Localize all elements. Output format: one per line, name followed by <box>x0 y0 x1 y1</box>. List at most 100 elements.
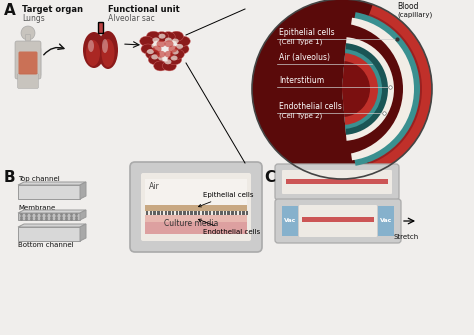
Ellipse shape <box>147 49 154 54</box>
Text: Vac: Vac <box>380 218 392 223</box>
Wedge shape <box>342 49 382 129</box>
Ellipse shape <box>164 51 173 58</box>
Wedge shape <box>342 14 422 164</box>
Ellipse shape <box>155 32 169 42</box>
Text: A: A <box>4 3 16 18</box>
Text: Lungs: Lungs <box>22 14 45 23</box>
Bar <box>179 211 182 214</box>
Text: Interstitium: Interstitium <box>279 76 324 85</box>
Bar <box>172 211 174 214</box>
Ellipse shape <box>164 59 172 64</box>
Wedge shape <box>342 12 420 166</box>
Polygon shape <box>18 210 86 213</box>
Ellipse shape <box>168 46 177 53</box>
Text: Membrane: Membrane <box>18 205 55 211</box>
Ellipse shape <box>170 49 184 59</box>
Ellipse shape <box>156 40 165 47</box>
FancyBboxPatch shape <box>18 52 37 74</box>
Bar <box>198 211 201 214</box>
Bar <box>194 211 197 214</box>
Ellipse shape <box>168 55 182 65</box>
FancyBboxPatch shape <box>36 48 41 76</box>
Text: Endothelial cells: Endothelial cells <box>199 219 260 236</box>
FancyBboxPatch shape <box>282 170 392 194</box>
Circle shape <box>252 0 432 179</box>
Ellipse shape <box>83 32 105 68</box>
Text: Blood: Blood <box>397 2 419 11</box>
FancyBboxPatch shape <box>18 185 80 199</box>
Ellipse shape <box>172 50 179 55</box>
Ellipse shape <box>158 34 165 39</box>
Bar <box>145 214 247 221</box>
Bar <box>228 211 230 214</box>
Bar <box>378 206 394 236</box>
Bar <box>282 206 298 236</box>
Bar <box>183 211 185 214</box>
Bar <box>246 211 248 214</box>
Bar <box>150 211 152 214</box>
Ellipse shape <box>148 55 162 65</box>
Bar <box>209 211 211 214</box>
Ellipse shape <box>176 44 183 49</box>
Bar <box>302 217 374 222</box>
Bar <box>286 179 388 184</box>
Ellipse shape <box>165 38 172 43</box>
Wedge shape <box>342 18 414 160</box>
Ellipse shape <box>146 31 161 41</box>
FancyBboxPatch shape <box>18 213 80 220</box>
Bar <box>191 211 193 214</box>
Text: Air (alveolus): Air (alveolus) <box>279 53 330 62</box>
Bar <box>176 211 178 214</box>
FancyBboxPatch shape <box>275 199 401 243</box>
Bar <box>213 211 215 214</box>
Text: Endothelial cells: Endothelial cells <box>279 102 342 111</box>
Ellipse shape <box>102 39 108 53</box>
FancyBboxPatch shape <box>99 22 103 34</box>
FancyBboxPatch shape <box>18 227 80 241</box>
Ellipse shape <box>140 36 154 46</box>
Ellipse shape <box>172 39 179 44</box>
Text: Epithelial cells: Epithelial cells <box>199 192 254 207</box>
Text: Top channel: Top channel <box>18 176 60 182</box>
Bar <box>201 211 204 214</box>
FancyBboxPatch shape <box>141 173 251 241</box>
Polygon shape <box>18 182 86 185</box>
Polygon shape <box>18 224 86 227</box>
Bar <box>161 211 164 214</box>
Ellipse shape <box>146 49 160 59</box>
Ellipse shape <box>88 40 94 52</box>
Ellipse shape <box>153 38 159 43</box>
Circle shape <box>271 23 403 155</box>
Wedge shape <box>342 53 378 125</box>
Bar <box>235 211 237 214</box>
Wedge shape <box>342 4 432 174</box>
Bar <box>157 211 160 214</box>
Bar <box>205 211 208 214</box>
Bar <box>220 211 223 214</box>
Ellipse shape <box>176 36 190 46</box>
Polygon shape <box>80 210 86 220</box>
Ellipse shape <box>156 51 165 58</box>
Text: B: B <box>4 170 16 185</box>
Wedge shape <box>342 43 388 135</box>
Bar <box>187 211 189 214</box>
Ellipse shape <box>175 44 189 54</box>
Ellipse shape <box>163 61 176 71</box>
Text: Functional unit: Functional unit <box>108 5 180 14</box>
Bar <box>145 205 247 211</box>
Ellipse shape <box>86 40 100 66</box>
Wedge shape <box>342 61 370 117</box>
Bar <box>231 211 234 214</box>
FancyBboxPatch shape <box>275 164 399 200</box>
Bar <box>168 211 171 214</box>
Ellipse shape <box>170 31 183 41</box>
Circle shape <box>21 26 35 40</box>
Bar <box>242 211 245 214</box>
Bar <box>224 211 226 214</box>
Bar <box>164 211 167 214</box>
Bar <box>238 211 241 214</box>
Wedge shape <box>342 37 394 141</box>
Ellipse shape <box>161 32 175 42</box>
Text: (Cell Type 1): (Cell Type 1) <box>279 39 322 45</box>
FancyBboxPatch shape <box>18 73 38 88</box>
